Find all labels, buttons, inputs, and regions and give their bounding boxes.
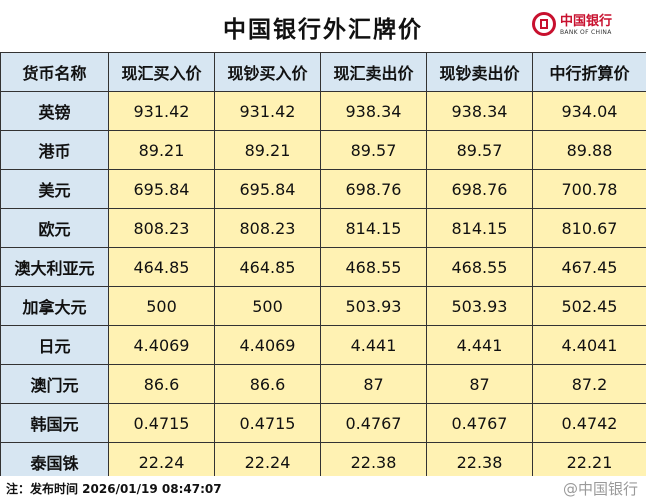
cash-sell-cell: 503.93 [426,286,533,326]
bank-logo: 中国银行 BANK OF CHINA [532,10,624,44]
publish-time-note: 注：发布时间 2026/01/19 08:47:07 [6,482,222,496]
currency-name: 澳大利亚元 [0,247,109,287]
cash-buy-cell: 86.6 [214,364,321,404]
currency-name: 美元 [0,169,109,209]
currency-name: 英镑 [0,91,109,131]
spot-sell-cell: 4.441 [320,325,427,365]
spot-sell-cell: 22.38 [320,442,427,482]
cash-buy-cell: 931.42 [214,91,321,131]
table-row: 澳门元 86.6 86.6 87 87 87.2 [0,364,646,404]
cash-buy-cell: 695.84 [214,169,321,209]
table-row: 澳大利亚元 464.85 464.85 468.55 468.55 467.45 [0,247,646,287]
table-row: 泰国铢 22.24 22.24 22.38 22.38 22.21 [0,442,646,482]
table-row: 加拿大元 500 500 503.93 503.93 502.45 [0,286,646,326]
cash-buy-cell: 464.85 [214,247,321,287]
currency-name: 港币 [0,130,109,170]
cash-sell-cell: 89.57 [426,130,533,170]
spot-buy-cell: 808.23 [108,208,215,248]
currency-name: 加拿大元 [0,286,109,326]
spot-buy-cell: 86.6 [108,364,215,404]
currency-name: 澳门元 [0,364,109,404]
currency-name: 韩国元 [0,403,109,443]
boc-rate-cell: 89.88 [532,130,646,170]
bank-emblem-icon [532,12,556,36]
spot-sell-cell: 938.34 [320,91,427,131]
table-row: 欧元 808.23 808.23 814.15 814.15 810.67 [0,208,646,248]
header-spot-buy: 现汇买入价 [108,52,215,92]
rate-table: 货币名称 现汇买入价 现钞买入价 现汇卖出价 现钞卖出价 中行折算价 英镑 93… [0,52,646,482]
currency-name: 欧元 [0,208,109,248]
boc-rate-cell: 0.4742 [532,403,646,443]
cash-sell-cell: 87 [426,364,533,404]
cash-sell-cell: 4.441 [426,325,533,365]
spot-sell-cell: 814.15 [320,208,427,248]
cash-sell-cell: 0.4767 [426,403,533,443]
spot-buy-cell: 464.85 [108,247,215,287]
header-cash-sell: 现钞卖出价 [426,52,533,92]
boc-rate-cell: 467.45 [532,247,646,287]
cash-sell-cell: 22.38 [426,442,533,482]
spot-sell-cell: 87 [320,364,427,404]
page-title: 中国银行外汇牌价 [223,17,423,43]
spot-sell-cell: 503.93 [320,286,427,326]
cash-buy-cell: 500 [214,286,321,326]
spot-buy-cell: 931.42 [108,91,215,131]
spot-sell-cell: 0.4767 [320,403,427,443]
spot-buy-cell: 22.24 [108,442,215,482]
cash-buy-cell: 4.4069 [214,325,321,365]
header-boc-rate: 中行折算价 [532,52,646,92]
currency-name: 日元 [0,325,109,365]
cash-sell-cell: 698.76 [426,169,533,209]
cash-buy-cell: 808.23 [214,208,321,248]
footer: 注：发布时间 2026/01/19 08:47:07 @中国银行 [0,476,646,500]
header-spot-sell: 现汇卖出价 [320,52,427,92]
cash-buy-cell: 89.21 [214,130,321,170]
boc-rate-cell: 4.4041 [532,325,646,365]
cash-sell-cell: 814.15 [426,208,533,248]
spot-buy-cell: 0.4715 [108,403,215,443]
boc-rate-cell: 934.04 [532,91,646,131]
table-row: 日元 4.4069 4.4069 4.441 4.441 4.4041 [0,325,646,365]
watermark: @中国银行 [562,480,638,498]
header-row: 货币名称 现汇买入价 现钞买入价 现汇卖出价 现钞卖出价 中行折算价 [0,52,646,92]
spot-buy-cell: 4.4069 [108,325,215,365]
logo-en-text: BANK OF CHINA [560,29,612,36]
boc-rate-cell: 87.2 [532,364,646,404]
title-bar: 中国银行外汇牌价 中国银行 BANK OF CHINA [0,0,646,52]
table-row: 美元 695.84 695.84 698.76 698.76 700.78 [0,169,646,209]
cash-buy-cell: 0.4715 [214,403,321,443]
header-cash-buy: 现钞买入价 [214,52,321,92]
logo-cn-text: 中国银行 [560,14,613,29]
header-currency: 货币名称 [0,52,109,92]
spot-sell-cell: 698.76 [320,169,427,209]
table-row: 港币 89.21 89.21 89.57 89.57 89.88 [0,130,646,170]
currency-name: 泰国铢 [0,442,109,482]
spot-buy-cell: 695.84 [108,169,215,209]
boc-rate-cell: 502.45 [532,286,646,326]
spot-buy-cell: 89.21 [108,130,215,170]
spot-sell-cell: 89.57 [320,130,427,170]
cash-sell-cell: 468.55 [426,247,533,287]
cash-sell-cell: 938.34 [426,91,533,131]
boc-rate-cell: 22.21 [532,442,646,482]
spot-buy-cell: 500 [108,286,215,326]
boc-rate-cell: 700.78 [532,169,646,209]
table-row: 英镑 931.42 931.42 938.34 938.34 934.04 [0,91,646,131]
boc-rate-cell: 810.67 [532,208,646,248]
spot-sell-cell: 468.55 [320,247,427,287]
table-row: 韩国元 0.4715 0.4715 0.4767 0.4767 0.4742 [0,403,646,443]
